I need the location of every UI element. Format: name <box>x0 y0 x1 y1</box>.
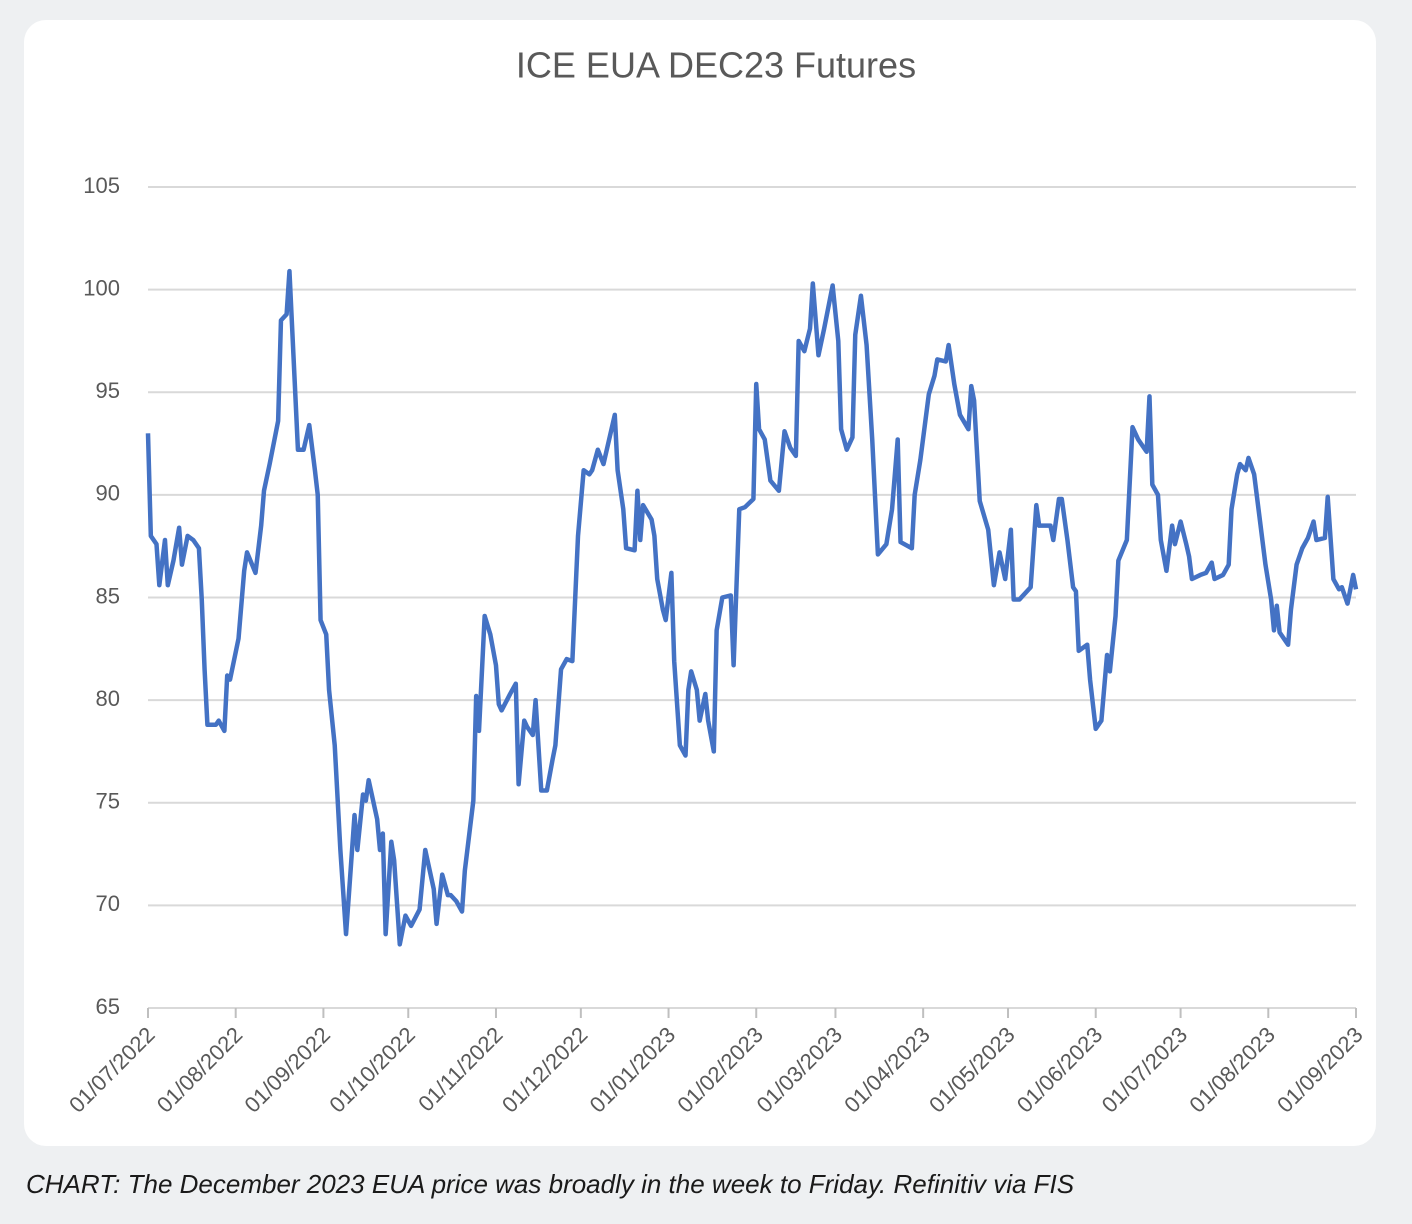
y-tick-label: 105 <box>83 173 120 198</box>
y-tick-label: 80 <box>96 686 120 711</box>
y-tick-label: 95 <box>96 378 120 403</box>
chart-title: ICE EUA DEC23 Futures <box>516 45 916 86</box>
y-tick-label: 100 <box>83 275 120 300</box>
caption: CHART: The December 2023 EUA price was b… <box>26 1169 1075 1199</box>
y-tick-label: 65 <box>96 994 120 1019</box>
chart-card <box>24 20 1376 1146</box>
y-tick-label: 85 <box>96 583 120 608</box>
y-tick-label: 70 <box>96 891 120 916</box>
y-tick-label: 75 <box>96 789 120 814</box>
data-line <box>145 268 1359 947</box>
y-tick-label: 90 <box>96 481 120 506</box>
